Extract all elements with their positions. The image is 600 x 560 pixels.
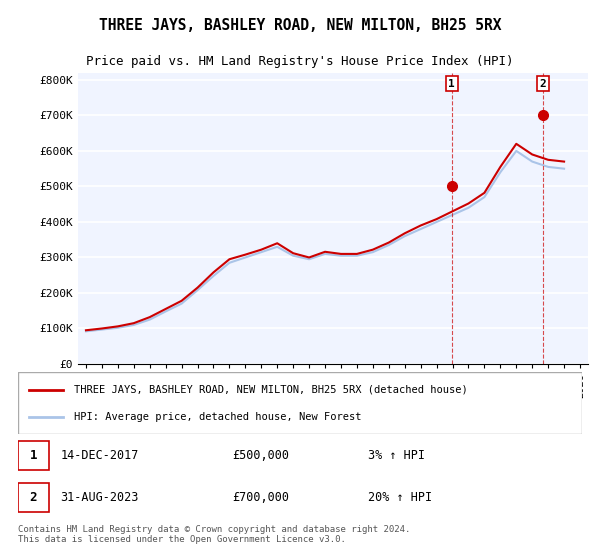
Text: HPI: Average price, detached house, New Forest: HPI: Average price, detached house, New … <box>74 412 362 422</box>
Text: 1: 1 <box>448 78 455 88</box>
Text: 1: 1 <box>29 449 37 462</box>
FancyBboxPatch shape <box>18 372 582 434</box>
Text: 3% ↑ HPI: 3% ↑ HPI <box>368 449 425 462</box>
Text: Contains HM Land Registry data © Crown copyright and database right 2024.
This d: Contains HM Land Registry data © Crown c… <box>18 525 410 544</box>
Text: 20% ↑ HPI: 20% ↑ HPI <box>368 491 432 504</box>
Text: 2: 2 <box>29 491 37 504</box>
Text: £500,000: £500,000 <box>232 449 289 462</box>
Text: 31-AUG-2023: 31-AUG-2023 <box>60 491 139 504</box>
Text: THREE JAYS, BASHLEY ROAD, NEW MILTON, BH25 5RX (detached house): THREE JAYS, BASHLEY ROAD, NEW MILTON, BH… <box>74 385 468 395</box>
FancyBboxPatch shape <box>18 441 49 470</box>
FancyBboxPatch shape <box>18 483 49 512</box>
Text: Price paid vs. HM Land Registry's House Price Index (HPI): Price paid vs. HM Land Registry's House … <box>86 55 514 68</box>
Text: 14-DEC-2017: 14-DEC-2017 <box>60 449 139 462</box>
Text: THREE JAYS, BASHLEY ROAD, NEW MILTON, BH25 5RX: THREE JAYS, BASHLEY ROAD, NEW MILTON, BH… <box>99 18 501 33</box>
Text: 2: 2 <box>539 78 546 88</box>
Text: £700,000: £700,000 <box>232 491 289 504</box>
